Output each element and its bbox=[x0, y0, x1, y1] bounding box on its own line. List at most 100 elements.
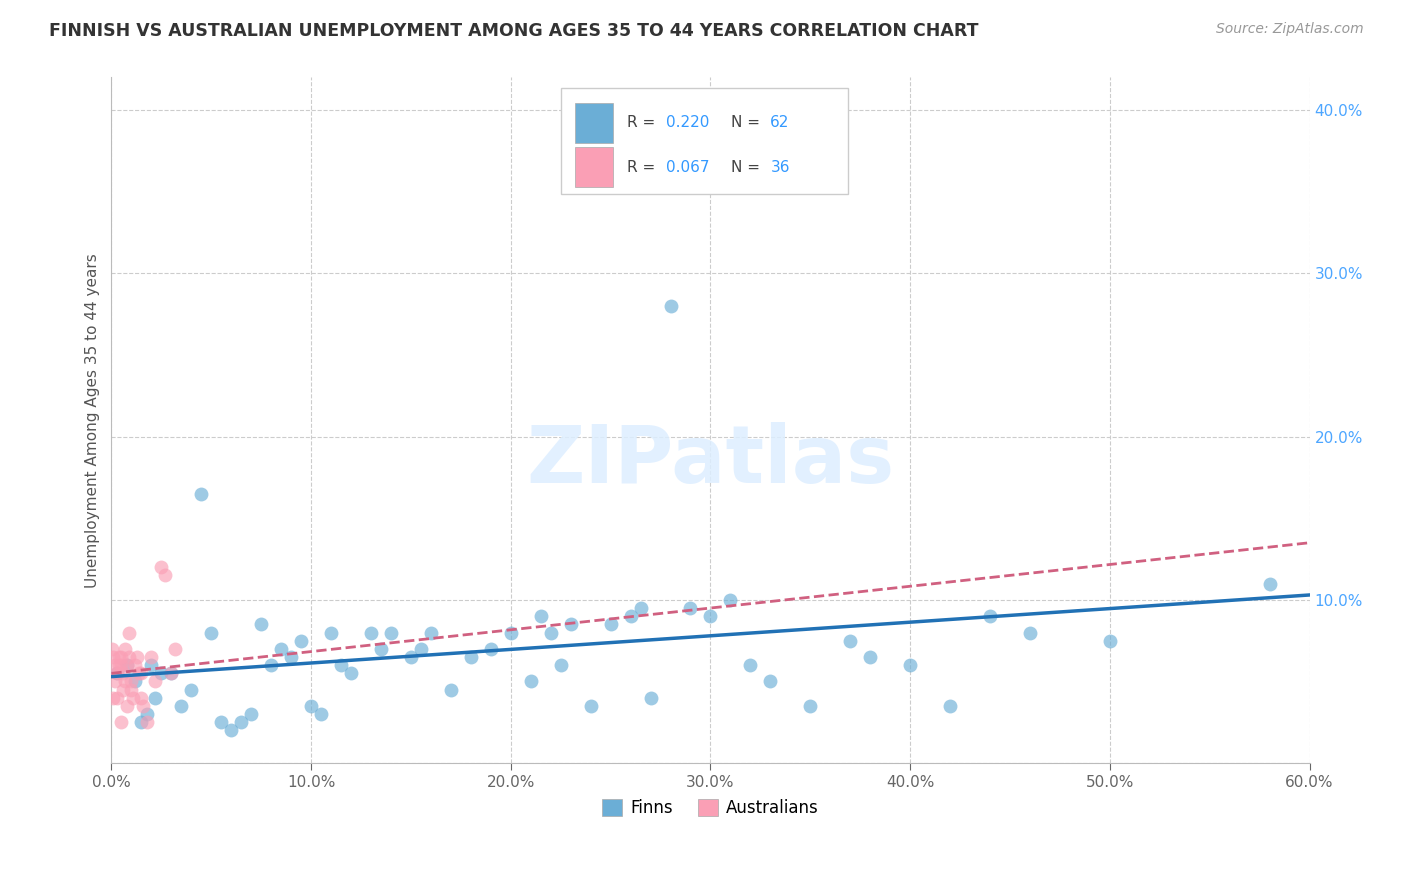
Point bbox=[419, 625, 441, 640]
Point bbox=[260, 658, 283, 673]
Point bbox=[112, 682, 135, 697]
Point bbox=[640, 690, 662, 705]
Point bbox=[409, 641, 432, 656]
Point bbox=[107, 666, 129, 681]
Point bbox=[219, 723, 242, 738]
Point bbox=[117, 658, 139, 673]
Point bbox=[107, 666, 129, 681]
Point bbox=[103, 650, 125, 665]
Point bbox=[110, 658, 132, 673]
Point bbox=[150, 666, 173, 681]
Point bbox=[165, 641, 187, 656]
Point bbox=[939, 698, 962, 713]
Point bbox=[240, 707, 263, 722]
Point bbox=[131, 666, 153, 681]
Point bbox=[460, 650, 482, 665]
Point bbox=[120, 674, 142, 689]
Bar bbox=[575, 103, 613, 143]
Text: 62: 62 bbox=[770, 115, 790, 130]
Point bbox=[118, 625, 141, 640]
Point bbox=[599, 617, 621, 632]
Point bbox=[979, 609, 1001, 624]
Point bbox=[479, 641, 502, 656]
Point bbox=[370, 641, 392, 656]
Point bbox=[141, 650, 163, 665]
Point bbox=[499, 625, 522, 640]
Point bbox=[740, 658, 762, 673]
Point bbox=[104, 658, 127, 673]
Point bbox=[380, 625, 402, 640]
Point bbox=[120, 682, 142, 697]
Point bbox=[270, 641, 292, 656]
Point bbox=[108, 650, 131, 665]
Point bbox=[340, 666, 363, 681]
Point bbox=[110, 715, 132, 730]
Point bbox=[250, 617, 273, 632]
Point bbox=[530, 609, 553, 624]
Point bbox=[104, 674, 127, 689]
Point bbox=[114, 674, 136, 689]
Text: Source: ZipAtlas.com: Source: ZipAtlas.com bbox=[1216, 22, 1364, 37]
Point bbox=[1098, 633, 1121, 648]
Point bbox=[859, 650, 882, 665]
Point bbox=[1019, 625, 1042, 640]
Point bbox=[107, 690, 129, 705]
Point bbox=[399, 650, 422, 665]
Point bbox=[150, 560, 173, 574]
Point bbox=[180, 682, 202, 697]
Point bbox=[799, 698, 821, 713]
Text: 0.067: 0.067 bbox=[666, 160, 710, 175]
Point bbox=[1258, 576, 1281, 591]
Point bbox=[124, 674, 146, 689]
Point bbox=[118, 650, 141, 665]
Point bbox=[550, 658, 572, 673]
Point bbox=[579, 698, 602, 713]
Point bbox=[103, 690, 125, 705]
Point bbox=[330, 658, 353, 673]
Point bbox=[136, 707, 159, 722]
Point bbox=[360, 625, 382, 640]
Point bbox=[280, 650, 302, 665]
Point bbox=[699, 609, 721, 624]
Y-axis label: Unemployment Among Ages 35 to 44 years: Unemployment Among Ages 35 to 44 years bbox=[86, 253, 100, 588]
Point bbox=[620, 609, 643, 624]
Point bbox=[124, 658, 146, 673]
Text: R =: R = bbox=[627, 115, 659, 130]
Text: N =: N = bbox=[731, 160, 765, 175]
FancyBboxPatch shape bbox=[561, 87, 848, 194]
Point bbox=[299, 698, 322, 713]
Point bbox=[540, 625, 562, 640]
Point bbox=[122, 690, 145, 705]
Point bbox=[560, 617, 582, 632]
Point bbox=[132, 698, 155, 713]
Text: FINNISH VS AUSTRALIAN UNEMPLOYMENT AMONG AGES 35 TO 44 YEARS CORRELATION CHART: FINNISH VS AUSTRALIAN UNEMPLOYMENT AMONG… bbox=[49, 22, 979, 40]
Point bbox=[839, 633, 862, 648]
Point bbox=[127, 650, 149, 665]
Point bbox=[141, 658, 163, 673]
Point bbox=[128, 666, 150, 681]
Point bbox=[108, 658, 131, 673]
Point bbox=[190, 487, 212, 501]
Point bbox=[440, 682, 463, 697]
Point bbox=[117, 698, 139, 713]
Point bbox=[160, 666, 183, 681]
Point bbox=[114, 641, 136, 656]
Point bbox=[720, 592, 742, 607]
Text: N =: N = bbox=[731, 115, 765, 130]
Point bbox=[110, 650, 132, 665]
Bar bbox=[575, 147, 613, 187]
Point bbox=[319, 625, 342, 640]
Point bbox=[200, 625, 222, 640]
Point bbox=[659, 299, 682, 313]
Text: 36: 36 bbox=[770, 160, 790, 175]
Point bbox=[117, 658, 139, 673]
Point bbox=[209, 715, 232, 730]
Point bbox=[160, 666, 183, 681]
Point bbox=[309, 707, 332, 722]
Point bbox=[170, 698, 193, 713]
Point bbox=[231, 715, 253, 730]
Point bbox=[101, 641, 124, 656]
Point bbox=[112, 666, 135, 681]
Point bbox=[519, 674, 541, 689]
Legend: Finns, Australians: Finns, Australians bbox=[595, 792, 825, 823]
